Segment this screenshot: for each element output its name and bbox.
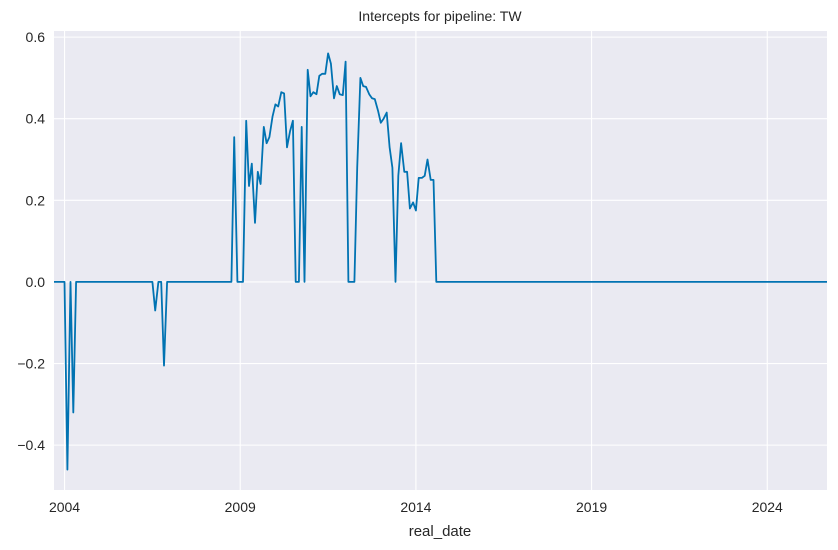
y-tick-label: 0.6 [26,29,46,45]
y-tick-label: −0.2 [17,356,45,372]
x-tick-label: 2004 [49,499,80,515]
chart-title: Intercepts for pipeline: TW [358,8,522,24]
x-tick-label: 2024 [752,499,783,515]
y-tick-label: 0.2 [26,192,46,208]
series-line [54,52,827,471]
x-tick-label: 2014 [400,499,431,515]
y-axis-ticks: 0.6 0.4 0.2 0.0 −0.2 −0.4 [17,29,45,453]
plot-background [54,31,827,490]
x-tick-label: 2019 [576,499,607,515]
x-axis-label: real_date [409,523,472,540]
y-tick-label: 0.0 [26,274,46,290]
y-tick-label: −0.4 [17,437,45,453]
x-axis-ticks: 2004 2009 2014 2019 2024 [49,499,783,515]
y-tick-label: 0.4 [26,111,46,127]
x-tick-label: 2009 [225,499,256,515]
